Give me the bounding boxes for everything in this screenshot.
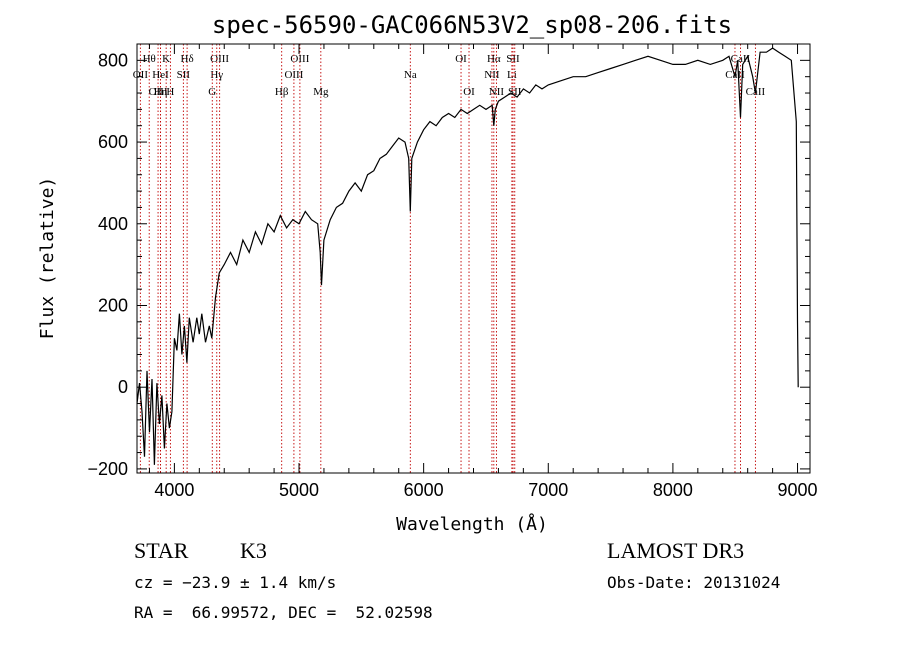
spectrum-line [136, 47, 799, 465]
obs-date: Obs-Date: 20131024 [607, 573, 781, 592]
object-subclass: K3 [240, 538, 267, 563]
object-class: STAR [134, 538, 189, 563]
line-marker-label: OIII [284, 69, 303, 81]
line-marker-label: NII [484, 69, 500, 81]
line-marker-label: SII [506, 53, 520, 65]
x-tick-label: 4000 [154, 480, 194, 500]
coordinates-line: RA = 66.99572, DEC = 52.02598 [134, 603, 433, 622]
line-marker-label: HeI [152, 69, 169, 81]
line-marker-label: Hα [487, 53, 501, 65]
x-tick-label: 6000 [404, 480, 444, 500]
axis-ticks: 4000 5000 6000 7000 8000 9000 −200 0 200 400 600 80… [87, 43, 818, 500]
y-tick-label: 400 [98, 214, 128, 234]
y-axis-label: Flux (relative) [37, 177, 58, 340]
line-marker-label: K [162, 53, 170, 65]
line-marker-label: OIII [149, 86, 168, 98]
line-marker-label: Na [404, 69, 417, 81]
line-marker-label: NII [489, 86, 505, 98]
line-marker-label: Hη [154, 86, 168, 98]
x-tick-label: 5000 [279, 480, 319, 500]
line-marker-label: H [166, 86, 174, 98]
line-marker-label: Li [507, 69, 517, 81]
line-marker-label: Hβ [275, 86, 289, 98]
y-tick-label: 200 [98, 295, 128, 315]
survey-release: LAMOST DR3 [607, 538, 745, 563]
line-marker-label: Hγ [210, 69, 223, 81]
line-marker-label: OIII [290, 53, 309, 65]
line-marker-label: Mg [313, 86, 329, 98]
redshift-line: cz = −23.9 ± 1.4 km/s [134, 573, 337, 592]
y-tick-label: 800 [98, 50, 128, 70]
x-tick-label: 7000 [528, 480, 568, 500]
series-layer [136, 47, 799, 465]
chart-title: spec-56590-GAC066N53V2_sp08-206.fits [212, 11, 732, 39]
y-tick-label: −200 [87, 459, 128, 479]
line-marker-label: Hθ [143, 53, 156, 65]
line-marker-label: Hδ [181, 53, 194, 65]
y-tick-label: 0 [118, 377, 128, 397]
line-marker-label: CaII [731, 53, 751, 65]
x-tick-label: 9000 [778, 480, 818, 500]
line-marker-label: OI [455, 53, 467, 65]
x-axis-label: Wavelength (Å) [396, 513, 548, 535]
x-tick-label: 8000 [653, 480, 693, 500]
line-marker-label: G [208, 86, 216, 98]
line-marker-label: OII [133, 69, 149, 81]
line-marker-label: OI [463, 86, 475, 98]
line-marker-label: SII [177, 69, 191, 81]
line-marker-label: OIII [210, 53, 229, 65]
y-tick-label: 600 [98, 132, 128, 152]
